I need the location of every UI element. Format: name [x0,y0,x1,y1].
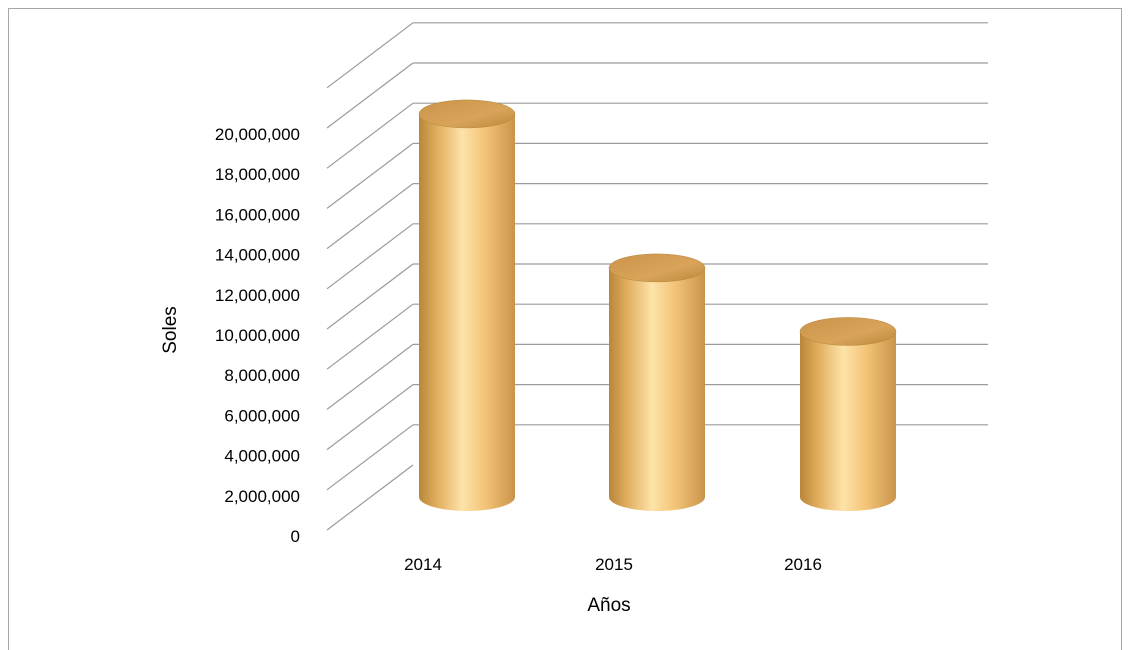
bar-top [418,99,516,129]
y-axis-title: Soles [160,306,181,354]
gridline-diagonal [326,464,414,531]
bar-2014 [418,99,516,512]
y-tick-label: 20,000,000 [215,125,300,144]
y-tick-label: 2,000,000 [224,487,300,506]
bar-body [609,267,705,511]
gridline-diagonal [326,424,414,491]
gridline-diagonal [326,263,414,330]
bar-2016 [799,317,897,511]
gridline-diagonal [326,102,414,169]
bar-body [800,331,896,511]
bar-body [419,113,515,512]
y-tick-label: 8,000,000 [224,366,300,385]
chart-frame [8,8,1122,650]
x-axis-title: Años [587,595,630,616]
gridline-diagonal [326,343,414,410]
y-tick-label: 10,000,000 [215,326,300,345]
gridline-diagonal [326,22,414,89]
gridline-diagonal [326,183,414,250]
gridline-diagonal [326,62,414,129]
y-tick-labels: 0 2,000,000 4,000,000 6,000,000 8,000,000 10,… [215,125,300,546]
bars [418,99,897,512]
x-tick-label: 2015 [595,555,633,574]
y-tick-label: 4,000,000 [224,447,300,466]
y-tick-label: 14,000,000 [215,246,300,265]
y-tick-label: 6,000,000 [224,406,300,425]
gridline-diagonal [326,384,414,451]
y-tick-label: 16,000,000 [215,205,300,224]
x-tick-label: 2014 [404,555,442,574]
y-tick-label: 0 [291,527,300,546]
x-tick-label: 2016 [784,555,822,574]
gridline-diagonal [326,223,414,290]
bar-2015 [608,253,706,511]
gridline-diagonal [326,142,414,209]
x-tick-labels: 2014 2015 2016 [404,555,822,574]
y-tick-label: 12,000,000 [215,286,300,305]
y-tick-label: 18,000,000 [215,165,300,184]
bar-top [799,317,897,346]
gridline-diagonal [326,303,414,370]
bar-top [608,253,706,283]
